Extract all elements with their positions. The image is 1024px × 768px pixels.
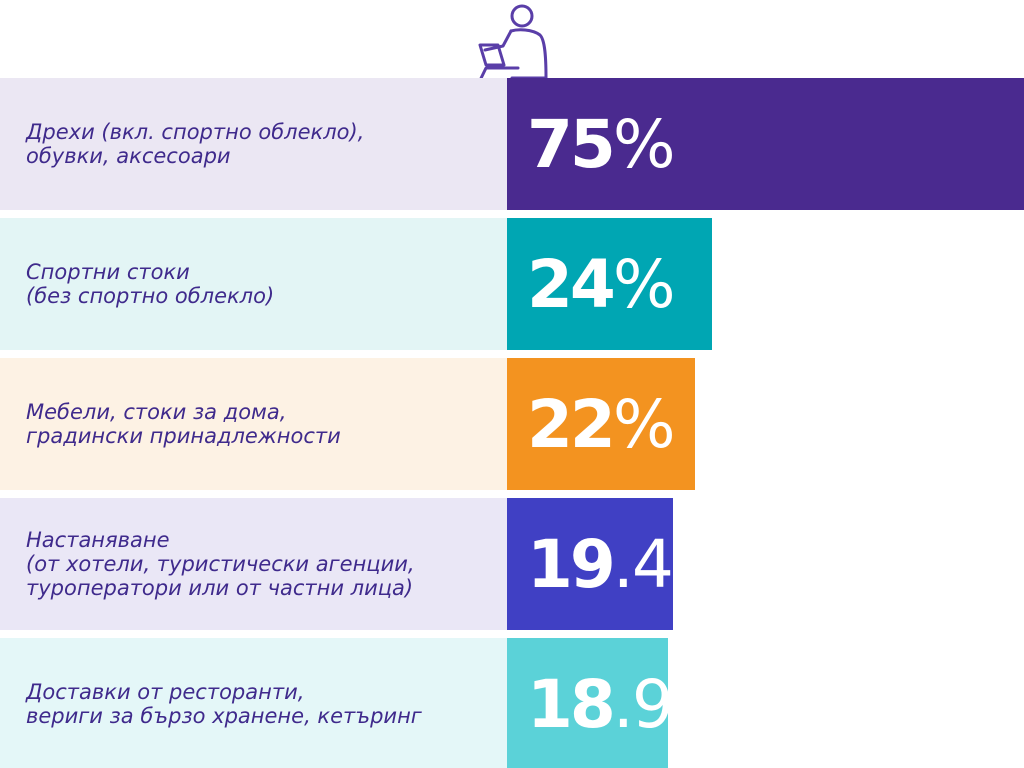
row-background	[0, 638, 507, 768]
row-background	[0, 498, 507, 630]
chart-row: Дрехи (вкл. спортно облекло), обувки, ак…	[0, 78, 1024, 210]
category-label: Дрехи (вкл. спортно облекло), обувки, ак…	[26, 120, 365, 168]
bar-value-integer: 22	[527, 385, 616, 463]
bar: 22%	[507, 358, 695, 490]
category-label: Спортни стоки (без спортно облекло)	[26, 260, 275, 308]
bar-value-label: 19.4%	[527, 498, 735, 630]
bar-value-label: 75%	[527, 78, 676, 210]
bar-value-integer: 18	[527, 665, 616, 743]
bar-value-rest: %	[612, 385, 676, 463]
category-label: Настаняване (от хотели, туристически аге…	[26, 528, 415, 600]
chart-row: Мебели, стоки за дома, градински принадл…	[0, 358, 1024, 490]
row-background	[0, 358, 507, 490]
bar-value-rest: %	[612, 245, 676, 323]
bar: 18.9%	[507, 638, 735, 768]
bar-value-label: 18.9%	[527, 638, 735, 768]
chart-row: Доставки от ресторанти, вериги за бързо …	[0, 638, 1024, 768]
category-label: Доставки от ресторанти, вериги за бързо …	[26, 680, 422, 728]
bar: 19.4%	[507, 498, 735, 630]
bar-value-integer: 75	[527, 105, 616, 183]
bar-value-label: 22%	[527, 358, 676, 490]
bar-value-rest: .9%	[612, 665, 735, 743]
row-background	[0, 218, 507, 350]
bar-value-integer: 19	[527, 525, 616, 603]
bar-value-label: 24%	[527, 218, 676, 350]
bar-value-rest: .4%	[612, 525, 735, 603]
bar: 24%	[507, 218, 713, 350]
chart-row: Настаняване (от хотели, туристически аге…	[0, 498, 1024, 630]
category-label: Мебели, стоки за дома, градински принадл…	[26, 400, 341, 448]
bar-value-rest: %	[612, 105, 676, 183]
chart-row: Спортни стоки (без спортно облекло) 24%	[0, 218, 1024, 350]
bar-value-integer: 24	[527, 245, 616, 323]
row-background	[0, 78, 507, 210]
bar: 75%	[507, 78, 1024, 210]
